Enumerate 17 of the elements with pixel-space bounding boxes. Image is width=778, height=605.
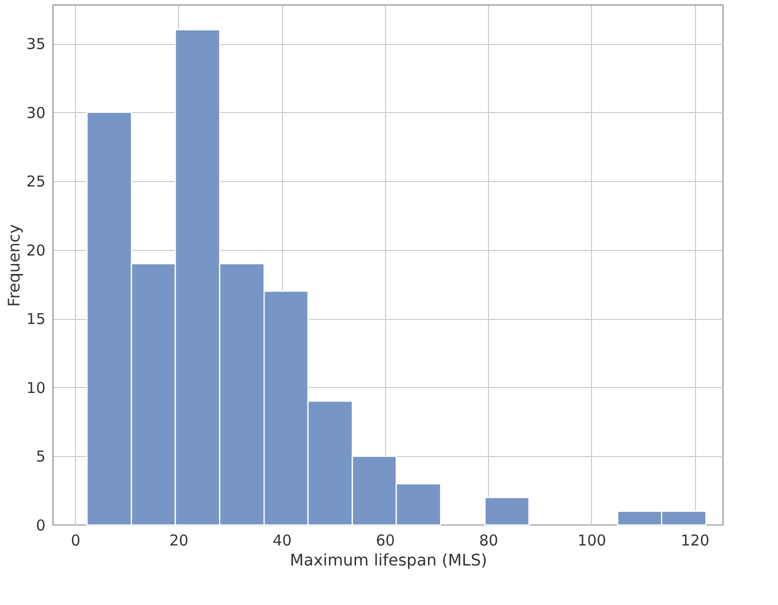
x-tick-label: 40: [272, 532, 292, 550]
y-tick-label: 20: [26, 241, 46, 260]
y-tick-label: 0: [36, 516, 46, 534]
y-tick-label: 15: [26, 310, 46, 328]
y-tick-label: 35: [26, 35, 46, 54]
y-tick-label: 10: [26, 378, 46, 397]
y-axis-title: Frequency: [4, 224, 24, 307]
x-tick-label: 60: [376, 532, 395, 550]
x-tick-label: 0: [70, 532, 80, 550]
y-tick-label: 30: [26, 104, 46, 122]
y-tick-label: 5: [36, 448, 46, 466]
x-tick-label: 20: [169, 532, 188, 550]
x-axis-title: Maximum lifespan (MLS): [290, 550, 488, 570]
x-tick-label: 80: [479, 532, 498, 550]
x-tick-label: 120: [680, 532, 710, 550]
x-tick-label: 100: [578, 532, 606, 550]
y-tick-label: 25: [26, 172, 46, 191]
